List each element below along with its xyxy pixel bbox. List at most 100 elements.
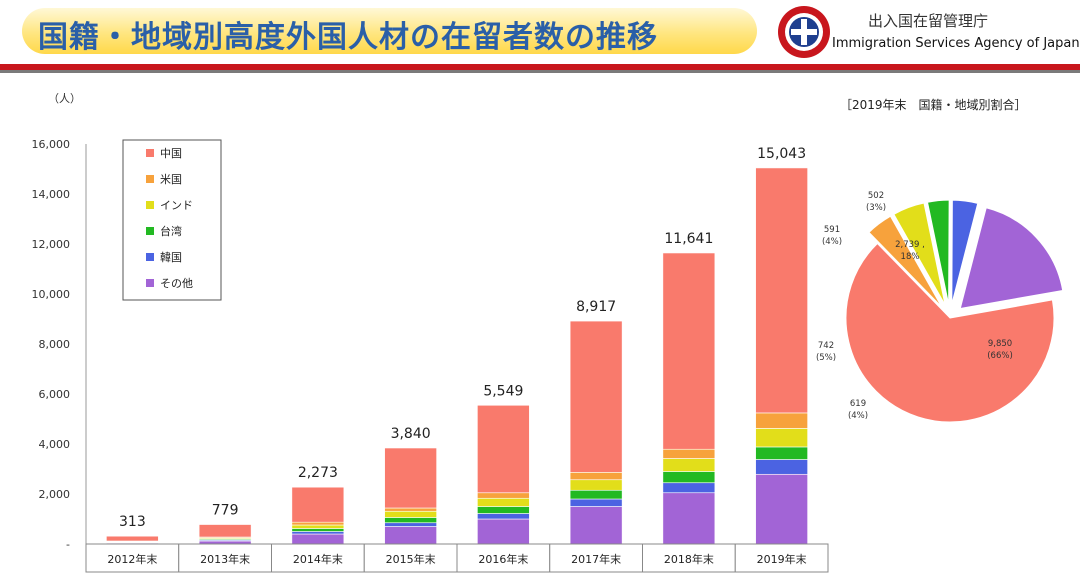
bar-segment xyxy=(662,252,716,450)
pie-chart: ［2019年末 国籍・地域別割合］ 9,850 (66%) 619 (4%) 742 (5… xyxy=(816,97,1064,423)
chart-area: （人） - 2,000 4,000 6,000 8,000 10,000 12,000 14,… xyxy=(32,92,1064,573)
bar-total-label: 5,549 xyxy=(483,383,523,399)
y-tick-label: 6,000 xyxy=(39,388,71,401)
bar-segment xyxy=(384,510,437,518)
category-cell xyxy=(734,543,829,573)
pie-slice xyxy=(893,202,946,306)
bar-segment xyxy=(662,492,716,545)
category-cell xyxy=(178,543,272,573)
pie-slice xyxy=(951,199,979,305)
bar-segment xyxy=(755,446,808,460)
bar-segment xyxy=(384,447,437,509)
y-tick-label: 2,000 xyxy=(39,488,71,501)
pie-percent-label: (4%) xyxy=(822,237,842,247)
bar-segment xyxy=(569,479,623,491)
bar-segment xyxy=(755,459,808,475)
pie-value-label: 742 xyxy=(818,341,834,351)
bar-segment xyxy=(755,473,808,545)
header-rule-shadow xyxy=(0,70,1080,73)
legend-swatch xyxy=(146,201,154,209)
bar-segment xyxy=(569,506,623,545)
y-axis-ticks: - 2,000 4,000 6,000 8,000 10,000 12,000 14,000 1… xyxy=(32,138,87,551)
bar-segment xyxy=(384,517,437,524)
stacked-bar-chart: （人） - 2,000 4,000 6,000 8,000 10,000 12,000 14,… xyxy=(32,92,829,573)
bar-segment xyxy=(569,472,623,481)
bar-segment xyxy=(755,167,808,414)
pie-percent-label: (3%) xyxy=(866,203,886,213)
legend-swatch xyxy=(146,149,154,157)
pie-title: ［2019年末 国籍・地域別割合］ xyxy=(840,97,1027,112)
bar-total-label: 11,641 xyxy=(664,231,713,247)
category-cell xyxy=(363,543,458,573)
category-cell xyxy=(549,543,643,573)
pie-slices xyxy=(845,199,1064,423)
legend-box xyxy=(122,139,222,301)
bar-segment xyxy=(291,521,345,526)
bar-segment xyxy=(569,489,623,500)
pie-slice xyxy=(959,207,1064,310)
bar-total-label: 313 xyxy=(119,514,146,530)
legend-swatch xyxy=(146,279,154,287)
bar-total-label: 779 xyxy=(212,503,239,519)
bar-segment xyxy=(477,506,530,514)
bar-segment xyxy=(477,404,530,494)
bar-segment xyxy=(477,513,530,520)
pie-percent-label: (5%) xyxy=(816,353,836,363)
pie-percent-label: (66%) xyxy=(987,351,1013,361)
bar-segment xyxy=(198,524,252,538)
pie-value-label: 2,739 , xyxy=(895,240,925,250)
legend-label: インド xyxy=(160,199,193,212)
bar-total-label: 8,917 xyxy=(576,299,616,315)
legend-swatch xyxy=(146,175,154,183)
y-tick-label: 10,000 xyxy=(32,288,71,301)
pie-value-label: 619 xyxy=(850,399,866,409)
pie-value-label: 502 xyxy=(868,191,884,201)
pie-slice xyxy=(868,215,943,308)
bar-segment xyxy=(291,533,345,545)
legend-label: 台湾 xyxy=(160,224,182,238)
bar-segment xyxy=(755,412,808,429)
y-tick-label: - xyxy=(66,538,70,551)
x-tick-label: 2014年末 xyxy=(293,552,343,566)
y-tick-label: 14,000 xyxy=(32,188,71,201)
bar-segment xyxy=(477,492,530,499)
y-tick-label: 8,000 xyxy=(39,338,71,351)
pie-slice xyxy=(845,242,1055,423)
agency-name-en: Immigration Services Agency of Japan xyxy=(832,36,1080,51)
agency-block: 出入国在留管理庁 Immigration Services Agency of … xyxy=(776,4,1080,62)
category-cell xyxy=(642,543,736,573)
x-axis-categories: 2012年末 2013年末 2014年末 2015年末 2016年末 2017年末 2018… xyxy=(85,543,829,573)
pie-percent-label: 18% xyxy=(901,252,920,262)
agency-name-ja: 出入国在留管理庁 xyxy=(868,12,989,30)
bar-segment xyxy=(291,528,345,532)
bar-segment xyxy=(384,522,437,527)
page-title: 国籍・地域別高度外国人材の在留者数の推移 xyxy=(38,20,658,55)
x-tick-label: 2016年末 xyxy=(478,552,528,566)
bar-segment xyxy=(384,507,437,512)
legend-label: 中国 xyxy=(160,147,182,160)
legend-swatch xyxy=(146,253,154,261)
pie-value-label: 591 xyxy=(824,225,840,235)
pie-percent-label: (4%) xyxy=(848,411,868,421)
x-tick-label: 2013年末 xyxy=(200,552,250,566)
x-tick-label: 2019年末 xyxy=(757,552,807,566)
bar-total-label: 2,273 xyxy=(298,465,338,481)
bar-segment xyxy=(477,518,530,545)
category-cell xyxy=(271,543,365,573)
bar-segment xyxy=(662,482,716,494)
x-tick-label: 2012年末 xyxy=(107,552,157,566)
title-band xyxy=(22,8,757,54)
bar-segment xyxy=(662,471,716,484)
bars xyxy=(106,167,808,545)
y-tick-label: 12,000 xyxy=(32,238,71,251)
bar-segment xyxy=(755,428,808,448)
x-tick-label: 2015年末 xyxy=(386,552,436,566)
legend-swatch xyxy=(146,227,154,235)
legend-label: 米国 xyxy=(160,173,182,186)
bar-segment xyxy=(569,320,623,473)
bar-total-label: 3,840 xyxy=(391,426,431,442)
pie-labels: 9,850 (66%) 619 (4%) 742 (5%) 502 (3%) 591 (4%) 2,… xyxy=(816,191,1013,421)
bar-segment xyxy=(384,526,437,545)
bar-segment xyxy=(291,531,345,535)
